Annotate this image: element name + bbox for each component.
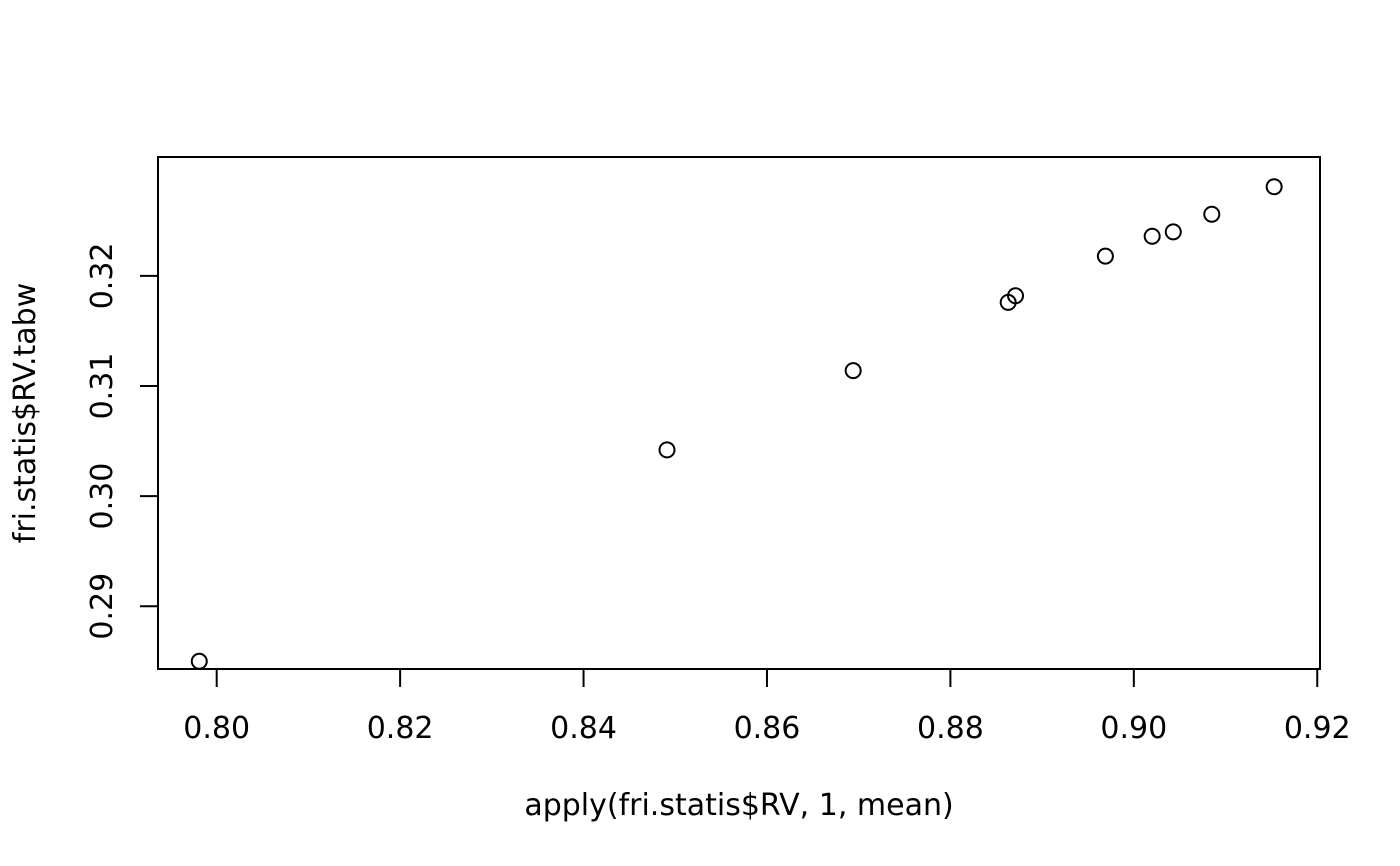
- x-tick-label: 0.90: [1100, 711, 1167, 746]
- data-point: [1203, 205, 1221, 223]
- x-tick-label: 0.92: [1284, 711, 1351, 746]
- x-tick-label: 0.82: [367, 711, 434, 746]
- data-point: [1096, 247, 1114, 265]
- data-point: [658, 441, 676, 459]
- y-tick-label: 0.31: [85, 353, 120, 420]
- x-tick-label: 0.88: [917, 711, 984, 746]
- x-axis: 0.80 0.82 0.84 0.86 0.88 0.90 0.92: [183, 668, 1351, 746]
- x-tick-label: 0.86: [734, 711, 801, 746]
- y-axis: 0.29 0.30 0.31 0.32: [85, 243, 159, 640]
- y-tick-label: 0.30: [85, 463, 120, 530]
- data-point: [1007, 287, 1025, 305]
- data-point: [1143, 227, 1161, 245]
- x-tick-label: 0.84: [550, 711, 617, 746]
- data-point: [844, 362, 862, 380]
- data-points: [190, 178, 1283, 670]
- y-axis-label: fri.statis$RV.tabw: [8, 283, 43, 543]
- data-point: [190, 652, 208, 670]
- x-tick-label: 0.80: [183, 711, 250, 746]
- y-tick-label: 0.32: [85, 243, 120, 310]
- data-point: [1164, 223, 1182, 241]
- x-axis-label: apply(fri.statis$RV, 1, mean): [524, 788, 953, 823]
- data-point: [1265, 178, 1283, 196]
- y-tick-label: 0.29: [85, 573, 120, 640]
